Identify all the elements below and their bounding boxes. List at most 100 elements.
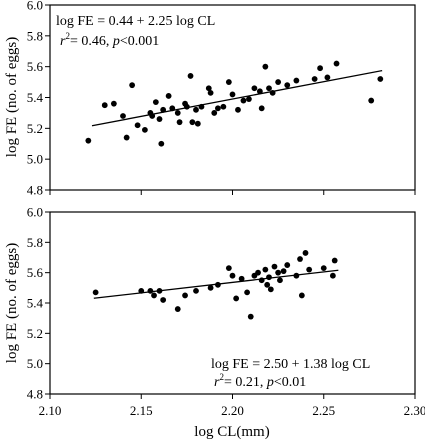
- top-data-point: [129, 82, 136, 89]
- bot-data-point: [147, 287, 154, 294]
- bottom-r-value: = 0.21,: [224, 375, 267, 390]
- bot-data-point: [160, 297, 167, 303]
- top-data-point: [85, 137, 92, 144]
- top-data-point: [123, 134, 130, 141]
- bot-data-point: [207, 284, 214, 291]
- bot-y-tick-label: 4.8: [27, 387, 43, 402]
- top-data-point: [101, 102, 108, 109]
- bot-data-point: [266, 274, 272, 281]
- bot-data-point: [331, 257, 338, 264]
- top-data-point: [120, 113, 126, 119]
- bot-data-point: [280, 268, 287, 275]
- top-data-point: [266, 85, 272, 92]
- bottom-y-axis-ticks: 4.8 5.0 5.2 5.4 5.6 5.8 6.0: [27, 205, 50, 402]
- top-data-point: [193, 106, 199, 113]
- bot-data-point: [275, 269, 282, 276]
- x-axis-label: log CL(mm): [194, 424, 269, 440]
- top-data-point: [251, 85, 258, 92]
- bot-data-point: [306, 266, 313, 273]
- top-plot-frame: [49, 4, 416, 191]
- top-data-point: [229, 91, 236, 98]
- top-data-point: [284, 82, 291, 89]
- bot-data-point: [182, 292, 188, 299]
- bot-data-point: [255, 269, 261, 276]
- top-data-point: [160, 106, 167, 113]
- top-r-symbol: r: [60, 34, 66, 49]
- bot-data-point: [329, 272, 336, 279]
- bot-data-point: [225, 265, 232, 272]
- bot-data-point: [151, 292, 157, 299]
- top-y-tick-label: 6.0: [27, 0, 43, 13]
- top-data-points: [85, 60, 384, 147]
- top-data-point: [176, 119, 183, 126]
- top-data-point: [333, 60, 340, 67]
- top-data-point: [311, 76, 318, 82]
- bot-data-point: [298, 292, 305, 299]
- bot-data-point: [238, 275, 245, 282]
- top-regression-line: [91, 69, 383, 127]
- bot-data-point: [297, 256, 303, 262]
- bottom-stats: r2= 0.21, p<0.01: [214, 372, 306, 390]
- bot-x-tick-label: 2.20: [221, 403, 244, 418]
- top-data-point: [256, 88, 263, 95]
- top-data-point: [142, 126, 148, 133]
- bot-data-point: [302, 250, 309, 256]
- bot-data-point: [284, 262, 291, 268]
- top-y-tick-label: 5.8: [27, 28, 43, 43]
- top-data-point: [240, 97, 247, 104]
- top-y-axis-ticks: 4.8 5.0 5.2 5.4 5.6 5.8 6.0: [27, 0, 50, 198]
- top-data-point: [215, 105, 221, 112]
- top-data-point: [165, 93, 172, 99]
- bot-data-point: [247, 313, 254, 320]
- top-y-tick-label: 5.2: [27, 121, 43, 136]
- bot-data-point: [277, 277, 283, 284]
- top-y-axis-label: log FE (no. of eggs): [4, 37, 20, 157]
- top-y-tick-label: 4.8: [27, 183, 43, 198]
- bot-data-point: [193, 287, 199, 294]
- bot-y-tick-label: 6.0: [27, 205, 43, 220]
- bot-data-point: [264, 281, 271, 288]
- top-y-tick-label: 5.0: [27, 152, 43, 167]
- bot-data-point: [262, 266, 269, 273]
- top-data-point: [258, 105, 265, 112]
- bot-data-point: [229, 272, 236, 279]
- top-data-point: [110, 100, 117, 107]
- top-r-superscript: 2: [65, 31, 70, 41]
- top-x-axis-ticks: [49, 190, 416, 195]
- top-data-point: [368, 97, 375, 104]
- top-stats: r2= 0.46, p<0.001: [60, 31, 159, 49]
- top-data-point: [220, 103, 227, 110]
- top-data-point: [205, 85, 212, 92]
- top-data-point: [134, 122, 141, 129]
- bottom-p-symbol: p: [266, 375, 274, 390]
- bot-y-tick-label: 5.8: [27, 235, 43, 250]
- top-data-point: [225, 79, 232, 85]
- top-data-point: [189, 119, 196, 126]
- bot-data-point: [174, 306, 181, 312]
- top-data-point: [211, 110, 218, 116]
- bot-y-tick-label: 5.6: [27, 265, 44, 280]
- bot-y-tick-label: 5.0: [27, 356, 43, 371]
- top-data-point: [187, 73, 194, 79]
- bottom-r-symbol: r: [214, 375, 220, 390]
- top-data-point: [324, 74, 331, 81]
- bottom-panel: 4.85.05.25.45.65.86.0 2.10 2.15 2.20 2.25 2.…: [4, 205, 425, 441]
- top-data-point: [377, 76, 384, 82]
- top-data-point: [174, 110, 181, 116]
- top-data-point: [317, 65, 323, 72]
- top-p-value: <0.001: [120, 34, 159, 49]
- top-r-value: = 0.46,: [70, 34, 113, 49]
- bot-data-point: [92, 289, 99, 296]
- bot-y-tick-label: 5.2: [27, 326, 43, 341]
- top-data-point: [275, 79, 282, 85]
- bot-x-tick-label: 2.30: [404, 403, 425, 418]
- top-data-point: [235, 106, 241, 113]
- bot-data-point: [244, 289, 251, 296]
- top-p-symbol: p: [112, 34, 120, 49]
- bottom-r-superscript: 2: [219, 372, 224, 382]
- bot-data-point: [320, 265, 327, 272]
- bot-x-tick-label: 2.15: [130, 403, 153, 418]
- bottom-p-value: <0.01: [274, 375, 306, 390]
- top-data-point: [293, 77, 300, 84]
- top-data-point: [194, 120, 201, 127]
